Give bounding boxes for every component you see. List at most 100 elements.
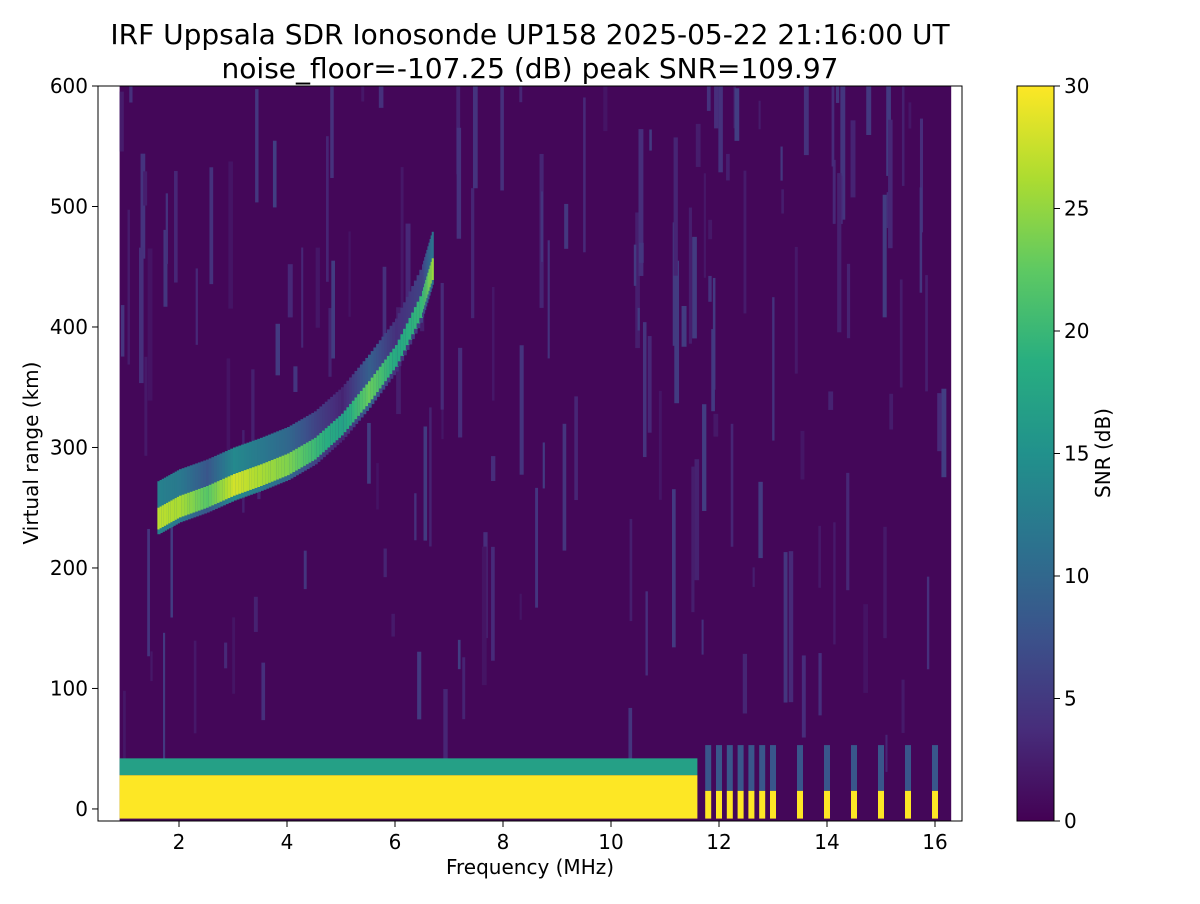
heatmap-noise-streak [803, 86, 809, 156]
f-region-echo [159, 506, 163, 529]
f-region-echo [227, 476, 232, 499]
heatmap-noise-streak [315, 247, 320, 328]
heatmap-noise-streak [303, 550, 307, 590]
f-region-echo [327, 425, 332, 448]
heatmap-noise-streak [574, 396, 578, 501]
heatmap-noise-streak [140, 153, 146, 259]
f-region-echo-halo [316, 408, 321, 462]
f-region-echo [289, 451, 294, 474]
heatmap-noise-streak [788, 551, 794, 703]
x-tick-label: 12 [706, 830, 731, 854]
f-region-echo-halo [235, 446, 240, 500]
f-region-echo-halo [270, 433, 275, 487]
x-tick-label: 4 [281, 830, 294, 854]
transmission-bar [905, 790, 911, 819]
heatmap-noise-streak [441, 403, 444, 440]
f-region-echo [425, 279, 428, 302]
f-region-echo [314, 437, 318, 460]
heatmap-noise-streak [272, 140, 277, 208]
f-region-echo [368, 381, 372, 403]
f-region-echo-halo [303, 417, 307, 471]
heatmap-noise-streak [730, 423, 734, 547]
x-tick-label: 16 [922, 830, 947, 854]
f-region-echo [389, 352, 394, 374]
f-region-echo [157, 507, 161, 530]
heatmap-noise-streak [224, 642, 228, 669]
heatmap-noise-streak [781, 189, 784, 214]
f-region-echo [419, 296, 423, 318]
f-region-echo-halo [416, 275, 421, 329]
heatmap-noise-streak [120, 305, 125, 357]
transmission-halo [759, 745, 766, 791]
f-region-echo [208, 484, 213, 507]
heatmap-noise-streak [772, 297, 775, 441]
heatmap-noise-streak [642, 322, 647, 458]
heatmap-noise-streak [801, 655, 806, 738]
y-tick-label: 200 [50, 556, 88, 580]
colorbar-tick-label: 20 [1064, 319, 1089, 343]
colorbar-tick-label: 25 [1064, 197, 1089, 221]
f-region-echo [322, 430, 326, 453]
f-region-echo [268, 461, 272, 483]
f-region-echo [430, 261, 433, 284]
heatmap-noise-streak [908, 102, 912, 129]
f-region-echo [203, 486, 207, 509]
f-region-echo-halo [403, 302, 407, 356]
heatmap-noise-streak [800, 430, 805, 480]
heatmap-noise-streak [255, 89, 259, 203]
f-region-echo [330, 423, 334, 446]
f-region-echo-halo [305, 416, 310, 470]
f-region-echo-halo [292, 423, 297, 477]
heatmap-noise-streak [635, 212, 640, 349]
heatmap-noise-streak [919, 187, 923, 293]
heatmap-noise-streak [170, 482, 173, 618]
heatmap-noise-streak [835, 86, 840, 103]
heatmap-noise-streak [378, 86, 384, 108]
f-region-echo [303, 444, 307, 466]
heatmap-noise-streak [694, 459, 700, 581]
heatmap-noise-streak [147, 528, 150, 657]
y-tick-label: 600 [50, 74, 88, 98]
colorbar [1016, 85, 1055, 822]
f-region-echo-halo [428, 242, 431, 296]
f-region-echo [300, 445, 305, 468]
heatmap-noise-streak [293, 366, 298, 392]
heatmap-noise-streak [846, 263, 851, 339]
transmission-halo [770, 745, 776, 791]
heatmap-noise-streak [423, 426, 428, 541]
heatmap-noise-streak [658, 390, 662, 500]
f-region-echo [238, 472, 243, 494]
f-region-echo [400, 334, 405, 356]
heatmap-noise-streak [695, 123, 701, 167]
heatmap-noise-streak [743, 170, 747, 314]
f-region-echo-halo [211, 457, 216, 511]
f-region-echo-halo [368, 354, 372, 408]
transmission-halo [932, 745, 938, 791]
f-region-echo [222, 478, 226, 501]
colorbar-tick-label: 10 [1064, 564, 1089, 588]
heatmap-noise-streak [129, 86, 133, 103]
f-region-echo [292, 450, 297, 473]
f-region-echo [174, 498, 178, 520]
heatmap-noise-streak [458, 347, 463, 438]
heatmap-noise-streak [706, 86, 711, 111]
heatmap-noise-streak [541, 191, 544, 262]
f-region-echo-halo [359, 364, 364, 418]
heatmap-noise-streak [673, 137, 678, 276]
f-region-echo [163, 504, 168, 526]
heatmap-layer [119, 86, 952, 821]
f-region-echo [416, 301, 421, 324]
heatmap-noise-streak [692, 236, 697, 339]
colorbar-ticks: 0 5 10 15 20 25 30 [1054, 74, 1089, 833]
heatmap-noise-streak [400, 167, 404, 313]
f-region-echo [422, 290, 425, 313]
f-region-echo [324, 428, 329, 450]
heatmap-noise-streak [535, 487, 539, 608]
transmission-bar [770, 790, 776, 819]
heatmap-noise-streak [649, 129, 652, 151]
transmission-halo [726, 745, 733, 791]
f-region-echo [408, 317, 413, 340]
y-tick-label: 0 [75, 797, 88, 821]
f-region-echo [295, 448, 299, 471]
